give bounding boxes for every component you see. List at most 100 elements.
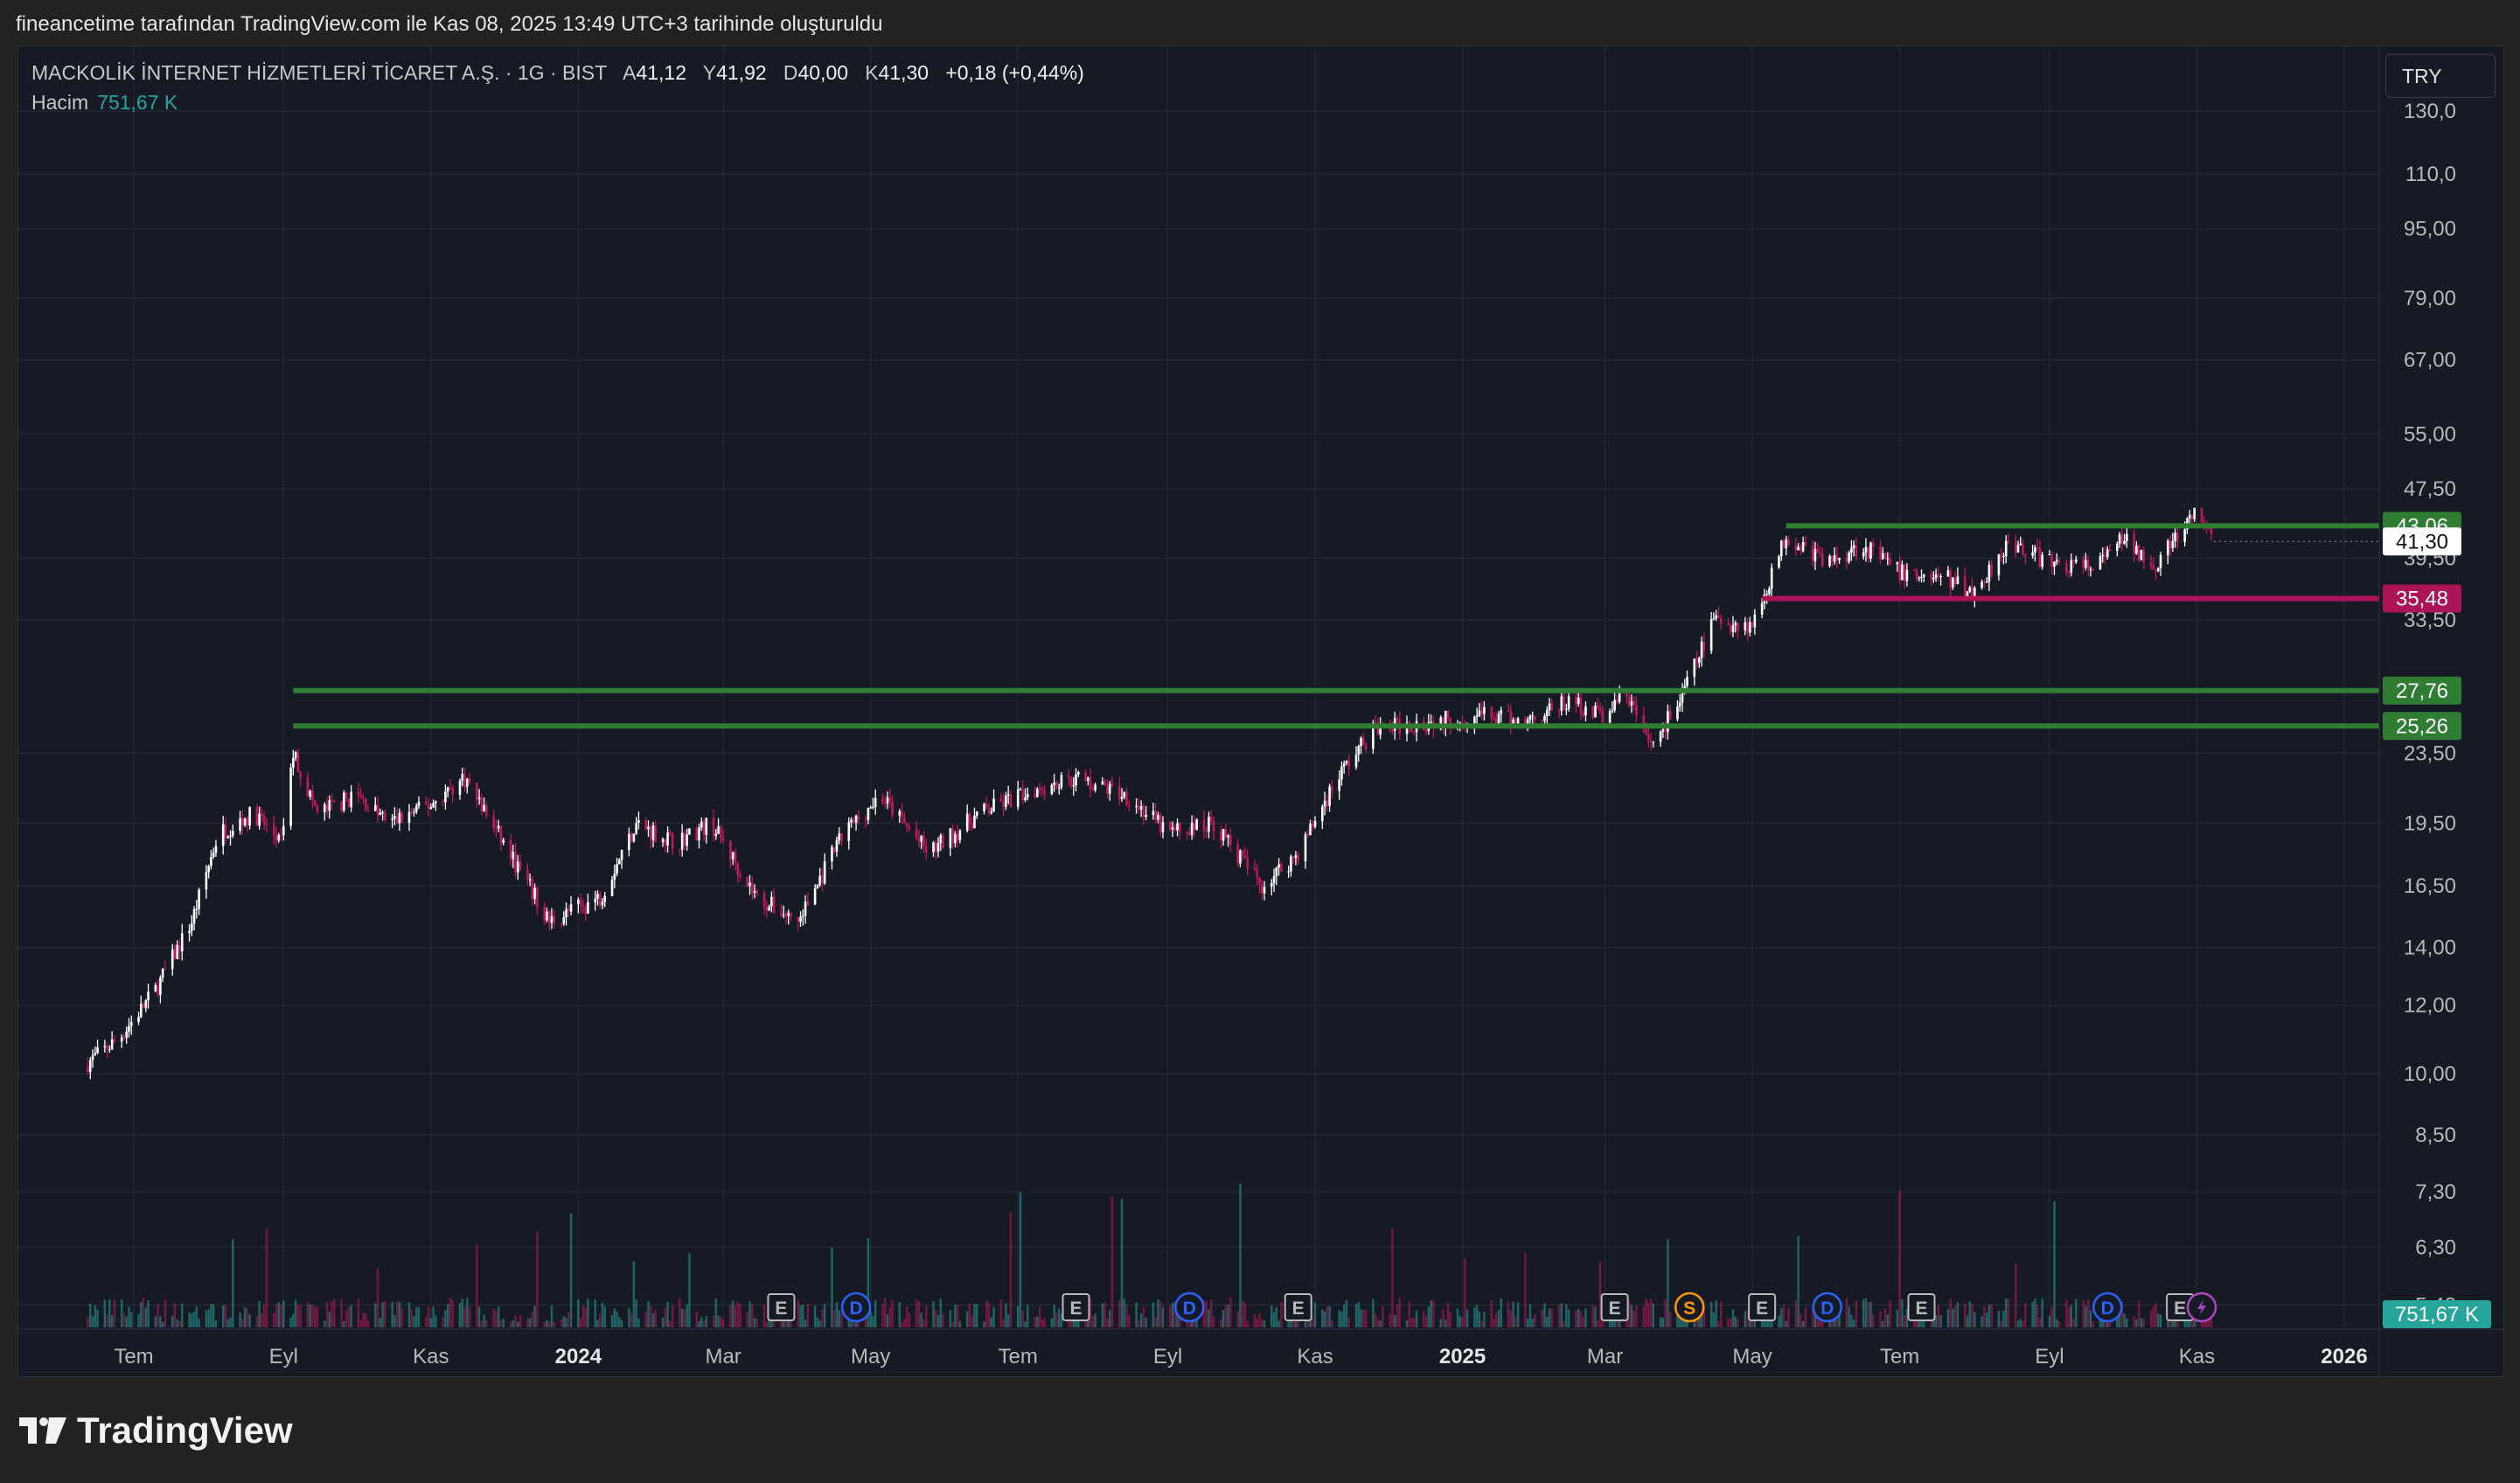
candle-body-down[interactable] xyxy=(985,804,988,808)
candle-body-up[interactable] xyxy=(1584,706,1587,716)
candle-body-down[interactable] xyxy=(2155,569,2157,572)
candle-body-up[interactable] xyxy=(823,861,826,884)
candle-body-down[interactable] xyxy=(463,774,466,787)
candle-body-down[interactable] xyxy=(1159,815,1162,832)
candle-body-down[interactable] xyxy=(1326,800,1329,806)
candle-body-up[interactable] xyxy=(502,839,505,843)
candle-body-down[interactable] xyxy=(1819,553,1821,554)
candle-body-up[interactable] xyxy=(1952,577,1954,588)
candle-body-up[interactable] xyxy=(381,812,384,814)
candle-body-up[interactable] xyxy=(782,915,785,916)
candle-body-down[interactable] xyxy=(630,833,633,842)
candle-body-down[interactable] xyxy=(2082,559,2085,568)
candle-body-down[interactable] xyxy=(1331,786,1333,791)
candle-body-up[interactable] xyxy=(1340,766,1343,780)
candle-body-down[interactable] xyxy=(1668,711,1672,720)
candle-body-up[interactable] xyxy=(898,811,901,816)
candle-body-up[interactable] xyxy=(1869,542,1872,559)
candle-body-up[interactable] xyxy=(1681,688,1684,703)
candle-body-up[interactable] xyxy=(1060,775,1063,788)
candle-body-up[interactable] xyxy=(1094,784,1096,790)
candle-body-up[interactable] xyxy=(110,1039,114,1050)
candle-body-up[interactable] xyxy=(1731,624,1735,632)
candle-body-down[interactable] xyxy=(702,821,706,835)
candle-body-down[interactable] xyxy=(262,816,266,825)
candle-body-up[interactable] xyxy=(2123,540,2126,545)
tradingview-logo[interactable]: TradingView xyxy=(19,1410,293,1452)
candle-body-down[interactable] xyxy=(1260,884,1263,894)
candle-body-down[interactable] xyxy=(1737,623,1739,630)
candle-body-down[interactable] xyxy=(1168,822,1172,830)
candle-body-down[interactable] xyxy=(1173,827,1177,831)
candle-body-down[interactable] xyxy=(1616,700,1619,702)
candle-body-up[interactable] xyxy=(1973,588,1976,599)
candle-body-down[interactable] xyxy=(553,916,556,924)
candle-body-up[interactable] xyxy=(666,832,669,846)
candle-body-up[interactable] xyxy=(2171,540,2175,548)
candle-body-down[interactable] xyxy=(942,835,944,848)
candle-body-up[interactable] xyxy=(1785,540,1788,548)
candle-body-up[interactable] xyxy=(1512,719,1514,728)
candle-body-down[interactable] xyxy=(2064,562,2068,573)
candle-body-up[interactable] xyxy=(350,791,352,808)
earnings-event-marker[interactable] xyxy=(1062,1293,1090,1321)
candle-body-down[interactable] xyxy=(1219,831,1222,841)
candle-body-down[interactable] xyxy=(1898,562,1901,581)
dividend-event-marker[interactable] xyxy=(2092,1292,2123,1323)
candle-body-down[interactable] xyxy=(1879,547,1882,560)
candle-body-down[interactable] xyxy=(968,813,971,824)
candle-body-up[interactable] xyxy=(398,812,401,824)
candle-body-up[interactable] xyxy=(1005,795,1007,807)
candle-body-up[interactable] xyxy=(1222,828,1225,841)
candle-body-up[interactable] xyxy=(1886,558,1890,560)
candle-body-down[interactable] xyxy=(1727,623,1730,625)
candle-body-up[interactable] xyxy=(1618,693,1621,702)
candle-body-down[interactable] xyxy=(956,833,959,840)
candle-body-down[interactable] xyxy=(1541,720,1544,721)
candle-body-down[interactable] xyxy=(492,816,495,828)
candle-body-down[interactable] xyxy=(1937,574,1940,577)
candle-body-up[interactable] xyxy=(2089,568,2092,570)
candle-body-up[interactable] xyxy=(207,866,210,873)
candle-body-up[interactable] xyxy=(1072,785,1076,787)
candle-body-up[interactable] xyxy=(965,813,969,832)
candle-body-up[interactable] xyxy=(920,835,922,842)
candle-body-up[interactable] xyxy=(1778,556,1780,568)
candle-body-up[interactable] xyxy=(835,839,839,852)
candle-body-down[interactable] xyxy=(1041,788,1044,790)
candle-body-up[interactable] xyxy=(1195,819,1198,830)
candle-body-up[interactable] xyxy=(161,969,164,978)
candle-body-up[interactable] xyxy=(413,811,415,813)
candle-body-up[interactable] xyxy=(1768,588,1771,595)
candle-body-down[interactable] xyxy=(1361,737,1365,745)
candle-body-down[interactable] xyxy=(468,778,471,783)
candle-body-down[interactable] xyxy=(1717,615,1720,618)
candle-body-down[interactable] xyxy=(1154,811,1157,820)
candle-body-down[interactable] xyxy=(442,801,444,803)
candle-body-down[interactable] xyxy=(671,832,674,850)
candle-body-up[interactable] xyxy=(2118,534,2121,544)
candle-body-down[interactable] xyxy=(1142,805,1145,818)
candle-body-down[interactable] xyxy=(536,888,539,908)
candle-body-down[interactable] xyxy=(2022,543,2024,554)
candle-body-up[interactable] xyxy=(569,904,573,912)
candle-body-up[interactable] xyxy=(1734,623,1737,625)
candle-body-down[interactable] xyxy=(780,912,783,916)
candle-body-up[interactable] xyxy=(1560,696,1563,711)
candle-body-down[interactable] xyxy=(1376,725,1380,735)
candle-body-down[interactable] xyxy=(888,797,892,802)
candle-body-up[interactable] xyxy=(1026,794,1029,797)
candle-body-up[interactable] xyxy=(2070,560,2073,573)
candle-body-up[interactable] xyxy=(1145,814,1147,818)
candle-body-down[interactable] xyxy=(721,838,725,841)
candle-body-up[interactable] xyxy=(770,896,773,907)
candle-body-down[interactable] xyxy=(729,840,732,860)
candle-body-down[interactable] xyxy=(2142,550,2145,563)
candle-body-down[interactable] xyxy=(333,801,336,803)
candle-body-down[interactable] xyxy=(903,818,906,824)
candle-body-up[interactable] xyxy=(1611,710,1614,712)
candle-body-down[interactable] xyxy=(2067,572,2071,574)
candle-body-up[interactable] xyxy=(1120,797,1124,799)
candle-body-down[interactable] xyxy=(1391,729,1394,731)
candle-body-up[interactable] xyxy=(637,820,640,824)
